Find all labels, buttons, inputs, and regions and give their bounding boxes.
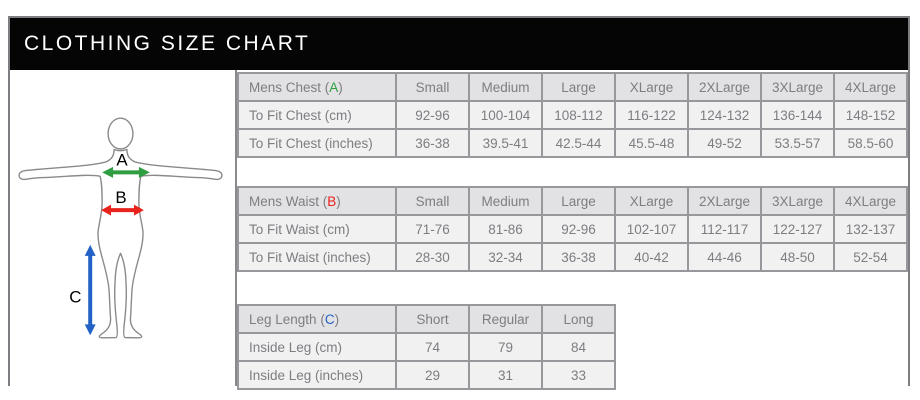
- table-title-cell: Mens Chest (A): [237, 72, 397, 102]
- size-table-chest: Mens Chest (A) Small Medium Large XLarge…: [237, 72, 908, 158]
- table-row: To Fit Chest (inches) 36-38 39.5-41 42.5…: [237, 128, 908, 158]
- size-cell: 33: [541, 360, 616, 390]
- size-cell: 49-52: [687, 128, 762, 158]
- column-header: Small: [395, 72, 470, 102]
- size-chart-panel: CLOTHING SIZE CHART A: [8, 16, 910, 390]
- column-header: Regular: [468, 304, 543, 334]
- column-header: Long: [541, 304, 616, 334]
- title-band: CLOTHING SIZE CHART: [10, 18, 908, 70]
- measure-label-b: B: [115, 188, 126, 207]
- table-title-text: Leg Length (: [249, 311, 325, 327]
- tables-panel: Mens Chest (A) Small Medium Large XLarge…: [237, 70, 908, 390]
- table-title-suffix: ): [334, 311, 340, 327]
- measure-label-c: C: [69, 288, 81, 307]
- row-label: Inside Leg (cm): [237, 332, 397, 362]
- table-title-letter: C: [324, 311, 335, 327]
- chart-content: A B C: [10, 70, 908, 390]
- column-header: 3XLarge: [760, 72, 835, 102]
- page-title: CLOTHING SIZE CHART: [24, 32, 311, 55]
- size-cell: 40-42: [614, 242, 689, 272]
- size-cell: 31: [468, 360, 543, 390]
- table-row: To Fit Waist (cm) 71-76 81-86 92-96 102-…: [237, 214, 908, 244]
- size-cell: 124-132: [687, 100, 762, 130]
- size-cell: 32-34: [468, 242, 543, 272]
- size-cell: 45.5-48: [614, 128, 689, 158]
- size-cell: 36-38: [541, 242, 616, 272]
- table-title-letter: A: [329, 79, 339, 95]
- row-label: To Fit Waist (cm): [237, 214, 397, 244]
- column-header: 2XLarge: [687, 72, 762, 102]
- column-header: XLarge: [614, 186, 689, 216]
- size-cell: 132-137: [833, 214, 908, 244]
- size-cell: 92-96: [541, 214, 616, 244]
- size-cell: 48-50: [760, 242, 835, 272]
- table-title-cell: Mens Waist (B): [237, 186, 397, 216]
- column-header: 3XLarge: [760, 186, 835, 216]
- column-header: Large: [541, 72, 616, 102]
- size-cell: 136-144: [760, 100, 835, 130]
- size-cell: 116-122: [614, 100, 689, 130]
- size-cell: 29: [395, 360, 470, 390]
- size-cell: 74: [395, 332, 470, 362]
- arrow-c-icon: [84, 244, 96, 336]
- table-header-row: Mens Waist (B) Small Medium Large XLarge…: [237, 186, 908, 216]
- table-header-row: Leg Length (C) Short Regular Long: [237, 304, 616, 334]
- column-header: 4XLarge: [833, 186, 908, 216]
- column-header: Large: [541, 186, 616, 216]
- table-row: Inside Leg (cm) 74 79 84: [237, 332, 616, 362]
- size-cell: 42.5-44: [541, 128, 616, 158]
- size-cell: 102-107: [614, 214, 689, 244]
- figure-panel: A B C: [10, 70, 237, 386]
- column-header: 4XLarge: [833, 72, 908, 102]
- size-cell: 44-46: [687, 242, 762, 272]
- size-cell: 92-96: [395, 100, 470, 130]
- size-table-leg: Leg Length (C) Short Regular Long Inside…: [237, 304, 616, 390]
- table-title-cell: Leg Length (C): [237, 304, 397, 334]
- row-label: To Fit Waist (inches): [237, 242, 397, 272]
- arrow-a-icon: [102, 166, 150, 178]
- row-label: To Fit Chest (cm): [237, 100, 397, 130]
- table-row: To Fit Waist (inches) 28-30 32-34 36-38 …: [237, 242, 908, 272]
- table-row: To Fit Chest (cm) 92-96 100-104 108-112 …: [237, 100, 908, 130]
- table-title-suffix: ): [338, 79, 343, 95]
- size-cell: 53.5-57: [760, 128, 835, 158]
- column-header: Medium: [468, 72, 543, 102]
- size-table-waist: Mens Waist (B) Small Medium Large XLarge…: [237, 186, 908, 272]
- figure-head: [107, 117, 134, 150]
- size-cell: 112-117: [687, 214, 762, 244]
- size-cell: 79: [468, 332, 543, 362]
- column-header: Small: [395, 186, 470, 216]
- figure-body: [18, 148, 223, 339]
- size-cell: 71-76: [395, 214, 470, 244]
- table-title-text: Mens Chest (: [249, 79, 330, 95]
- size-cell: 28-30: [395, 242, 470, 272]
- size-cell: 122-127: [760, 214, 835, 244]
- measure-label-a: A: [116, 150, 128, 169]
- size-cell: 148-152: [833, 100, 908, 130]
- size-cell: 81-86: [468, 214, 543, 244]
- size-cell: 36-38: [395, 128, 470, 158]
- table-title-text: Mens Waist (: [249, 193, 328, 209]
- table-title-letter: B: [327, 193, 337, 209]
- row-label: To Fit Chest (inches): [237, 128, 397, 158]
- column-header: Medium: [468, 186, 543, 216]
- row-label: Inside Leg (inches): [237, 360, 397, 390]
- size-cell: 39.5-41: [468, 128, 543, 158]
- human-body-outline: A B C: [18, 117, 223, 339]
- arrow-b-icon: [101, 204, 144, 216]
- size-cell: 84: [541, 332, 616, 362]
- column-header: 2XLarge: [687, 186, 762, 216]
- size-cell: 52-54: [833, 242, 908, 272]
- table-title-suffix: ): [336, 193, 341, 209]
- size-cell: 108-112: [541, 100, 616, 130]
- size-cell: 58.5-60: [833, 128, 908, 158]
- size-cell: 100-104: [468, 100, 543, 130]
- column-header: Short: [395, 304, 470, 334]
- table-row: Inside Leg (inches) 29 31 33: [237, 360, 616, 390]
- column-header: XLarge: [614, 72, 689, 102]
- table-header-row: Mens Chest (A) Small Medium Large XLarge…: [237, 72, 908, 102]
